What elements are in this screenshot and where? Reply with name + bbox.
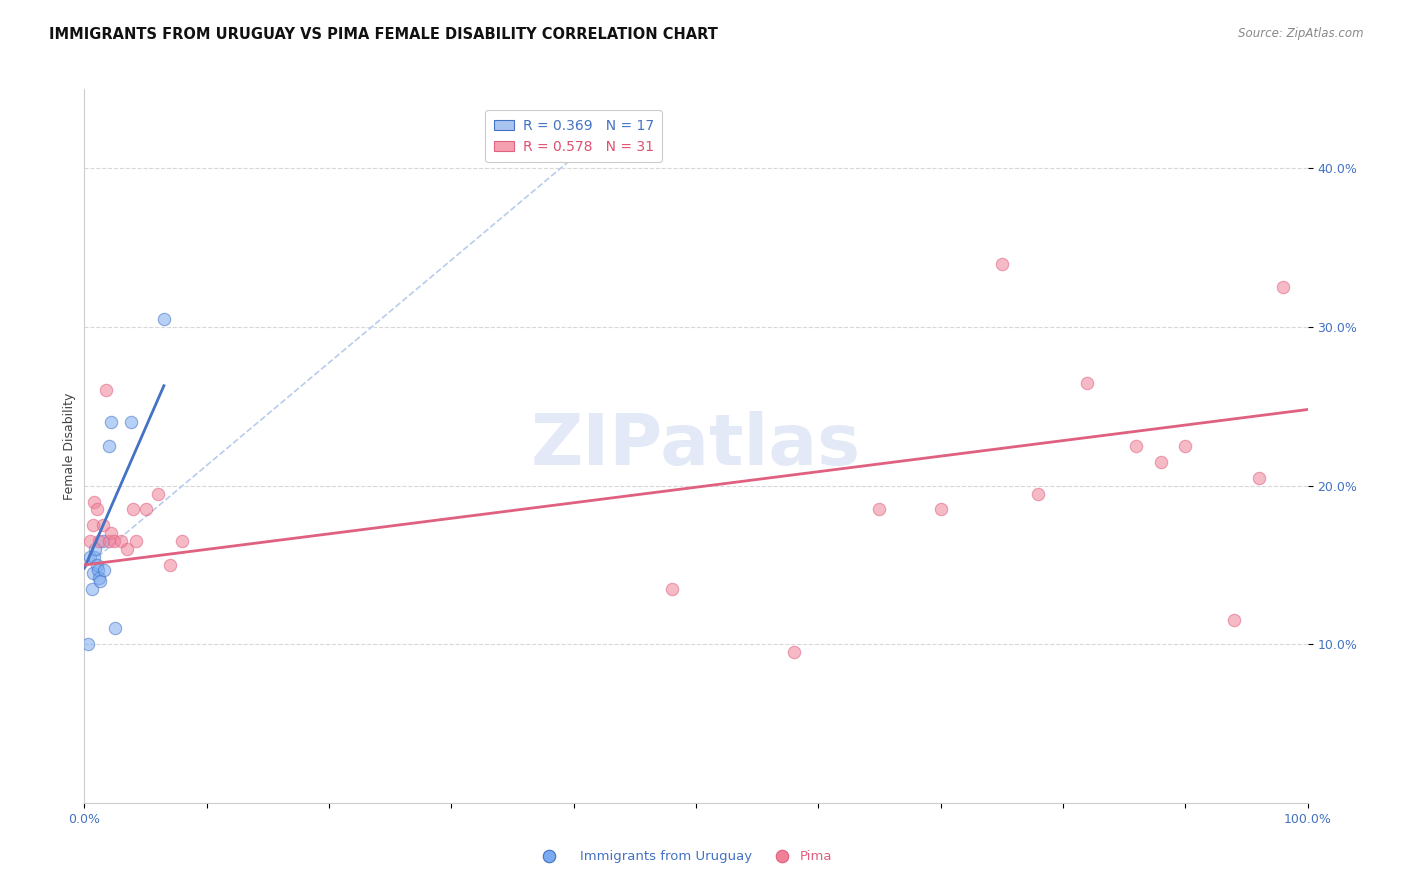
Point [83, 494, 105, 508]
Point [661, 582, 683, 596]
Point [125, 534, 148, 549]
Point [990, 257, 1012, 271]
Point [86, 502, 108, 516]
Point [1028, 486, 1050, 500]
Point [1272, 280, 1295, 294]
Point [97, 439, 120, 453]
Point [89, 574, 111, 588]
Point [87, 571, 110, 585]
Point [135, 502, 157, 516]
Point [1174, 439, 1197, 453]
Point [79, 549, 101, 564]
Point [110, 534, 132, 549]
Point [82, 518, 104, 533]
Point [82, 566, 104, 580]
Point [1223, 614, 1246, 628]
Point [91, 518, 114, 533]
Point [172, 534, 194, 549]
Point [86, 558, 108, 572]
Point [97, 534, 120, 549]
Point [91, 534, 114, 549]
Point [83, 549, 105, 564]
Point [869, 502, 891, 516]
Point [104, 621, 127, 635]
Point [1247, 471, 1270, 485]
Point [1076, 376, 1098, 390]
Point [100, 415, 122, 429]
Point [79, 534, 101, 549]
Point [77, 637, 100, 651]
Point [103, 534, 125, 549]
Point [1125, 439, 1147, 453]
Point [159, 558, 181, 572]
Point [146, 486, 169, 500]
Point [80, 582, 103, 596]
Y-axis label: Female Disability: Female Disability [63, 392, 76, 500]
Text: ZIPatlas: ZIPatlas [531, 411, 860, 481]
Point [96, 384, 118, 398]
Point [120, 415, 142, 429]
Point [87, 563, 110, 577]
Text: Immigrants from Uruguay: Immigrants from Uruguay [579, 850, 752, 863]
Point [93, 563, 115, 577]
Point [929, 502, 952, 516]
Point [122, 502, 145, 516]
Text: Pima: Pima [800, 850, 832, 863]
Legend: R = 0.369   N = 17, R = 0.578   N = 31: R = 0.369 N = 17, R = 0.578 N = 31 [485, 111, 662, 162]
Point [87, 534, 110, 549]
Point [1150, 455, 1173, 469]
Point [783, 645, 806, 659]
Point [115, 542, 138, 557]
Text: IMMIGRANTS FROM URUGUAY VS PIMA FEMALE DISABILITY CORRELATION CHART: IMMIGRANTS FROM URUGUAY VS PIMA FEMALE D… [49, 27, 718, 42]
Point [100, 526, 122, 541]
Point [153, 312, 176, 326]
Text: Source: ZipAtlas.com: Source: ZipAtlas.com [1239, 27, 1364, 40]
Point [84, 542, 107, 557]
